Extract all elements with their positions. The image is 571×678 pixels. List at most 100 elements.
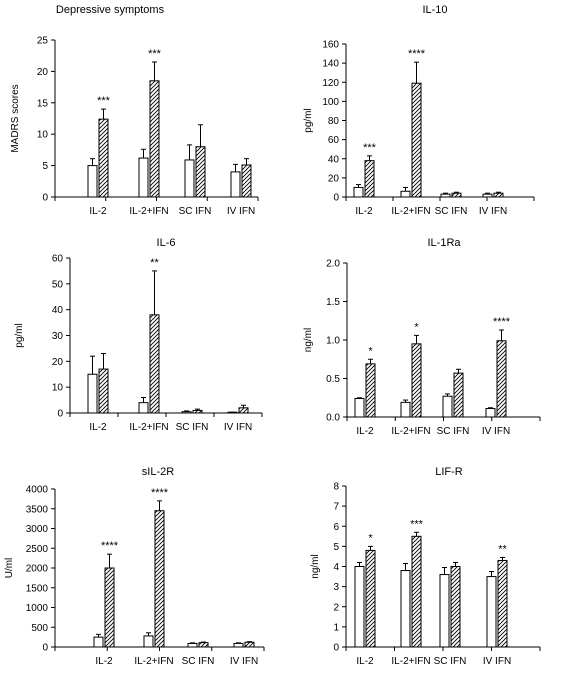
significance-label: ** — [498, 543, 507, 555]
y-tick-label: 4000 — [26, 485, 49, 496]
significance-label: **** — [493, 316, 511, 328]
bar-hatched-1 — [364, 160, 375, 198]
y-tick-label: 20 — [52, 357, 64, 368]
x-category-label: SC IFN — [435, 206, 468, 217]
bar-open-4 — [230, 171, 241, 198]
significance-label: *** — [148, 48, 162, 60]
y-tick-label: 1 — [333, 622, 339, 633]
bar-hatched-4 — [493, 192, 504, 198]
bar-open-3 — [181, 411, 192, 414]
significance-label: *** — [363, 142, 377, 154]
bar-open-2 — [138, 402, 149, 414]
y-axis-label: ng/ml — [310, 554, 321, 578]
bar-hatched-3 — [453, 372, 464, 418]
bar-open-1 — [93, 636, 104, 648]
chart-panel-2: IL-10 pg/ml 0 20 40 60 80 100 120 140 160 *** IL-2 **… — [303, 4, 535, 217]
x-category-label: IV IFN — [479, 206, 507, 217]
x-category-label: IV IFN — [224, 422, 252, 433]
y-tick-label: 7 — [333, 502, 339, 513]
chart-panel-6: LIF-R ng/ml 0 1 2 3 4 5 6 7 8 * IL-2 *** IL-2+IFN SC IF… — [310, 466, 541, 667]
y-tick-label: 8 — [333, 482, 339, 493]
bar-open-3 — [439, 574, 450, 648]
y-axis-label: pg/ml — [14, 323, 25, 347]
y-tick-label: 5 — [333, 542, 339, 553]
y-tick-label: 40 — [52, 305, 64, 316]
y-tick-label: 3500 — [26, 504, 49, 515]
y-tick-label: 100 — [322, 97, 339, 108]
significance-label: **** — [408, 48, 426, 60]
y-tick-label: 3000 — [26, 524, 49, 535]
significance-label: *** — [97, 95, 111, 107]
bar-hatched-3 — [195, 146, 206, 198]
chart-title: IL-6 — [157, 237, 176, 249]
bar-hatched-1 — [365, 549, 376, 648]
x-category-label: SC IFN — [179, 206, 212, 217]
y-tick-label: 60 — [328, 135, 340, 146]
x-category-label: IV IFN — [482, 426, 510, 437]
y-tick-label: 10 — [52, 383, 64, 394]
y-tick-label: 2500 — [26, 544, 49, 555]
y-tick-label: 500 — [31, 623, 48, 634]
y-axis-label: pg/ml — [303, 108, 314, 132]
y-tick-label: 25 — [37, 36, 49, 47]
y-tick-label: 4 — [333, 562, 339, 573]
x-category-label: IL-2 — [356, 426, 374, 437]
significance-label: * — [414, 321, 419, 333]
y-tick-label: 1000 — [26, 603, 49, 614]
significance-label: **** — [151, 487, 169, 499]
x-category-label: IL-2+IFN — [129, 206, 168, 217]
y-tick-label: 3 — [333, 582, 339, 593]
chart-panel-4: IL-1Ra ng/ml 0.0 0.5 1.0 1.5 2.0 * IL-2 * IL-2+IFN… — [303, 237, 541, 437]
y-tick-label: 5 — [42, 161, 48, 172]
y-tick-label: 140 — [322, 59, 339, 70]
y-tick-label: 15 — [37, 98, 49, 109]
y-tick-label: 1.0 — [326, 336, 340, 347]
x-category-label: IL-2 — [95, 656, 113, 667]
x-category-label: SC IFN — [437, 426, 470, 437]
y-tick-label: 80 — [328, 116, 340, 127]
x-category-label: IV IFN — [227, 206, 255, 217]
chart-panel-5: sIL-2R U/ml 0 500 1000 1500 2000 2500 3000 3500 40… — [4, 466, 265, 667]
bar-open-1 — [87, 165, 98, 198]
y-tick-label: 30 — [52, 331, 64, 342]
bar-hatched-3 — [192, 409, 203, 414]
y-tick-label: 20 — [37, 67, 49, 78]
y-tick-label: 120 — [322, 78, 339, 89]
bar-open-3 — [187, 642, 198, 648]
y-tick-label: 60 — [52, 254, 64, 265]
y-axis-label: MADRS scores — [10, 84, 21, 152]
bar-open-3 — [184, 159, 195, 198]
chart-title: sIL-2R — [142, 466, 174, 478]
significance-label: * — [368, 345, 373, 357]
x-category-label: SC IFN — [434, 656, 467, 667]
bar-hatched-1 — [104, 567, 115, 648]
y-axis-label: U/ml — [4, 558, 15, 579]
y-axis-label: ng/ml — [303, 328, 314, 352]
x-category-label: IL-2 — [356, 656, 374, 667]
bar-hatched-4 — [496, 340, 507, 418]
y-tick-label: 10 — [37, 130, 49, 141]
bar-hatched-1 — [98, 118, 109, 198]
bar-open-1 — [354, 398, 365, 418]
chart-title: Depressive symptoms — [56, 4, 165, 16]
y-tick-label: 1.5 — [326, 297, 340, 308]
x-category-label: IL-2+IFN — [391, 206, 430, 217]
bar-hatched-3 — [450, 566, 461, 648]
bar-open-1 — [87, 373, 98, 414]
y-tick-label: 2.0 — [326, 259, 340, 270]
y-tick-label: 2 — [333, 602, 339, 613]
significance-label: *** — [410, 518, 424, 530]
bar-open-2 — [400, 401, 411, 418]
y-tick-label: 0 — [333, 643, 339, 654]
bar-open-3 — [442, 395, 453, 418]
y-tick-label: 0.5 — [326, 374, 340, 385]
y-tick-label: 6 — [333, 522, 339, 533]
x-category-label: IL-2+IFN — [391, 656, 430, 667]
x-category-label: SC IFN — [176, 422, 209, 433]
bar-hatched-3 — [198, 642, 209, 648]
bar-hatched-2 — [149, 80, 160, 198]
chart-title: IL-10 — [422, 4, 447, 16]
y-tick-label: 0 — [42, 193, 48, 204]
chart-title: IL-1Ra — [427, 237, 461, 249]
